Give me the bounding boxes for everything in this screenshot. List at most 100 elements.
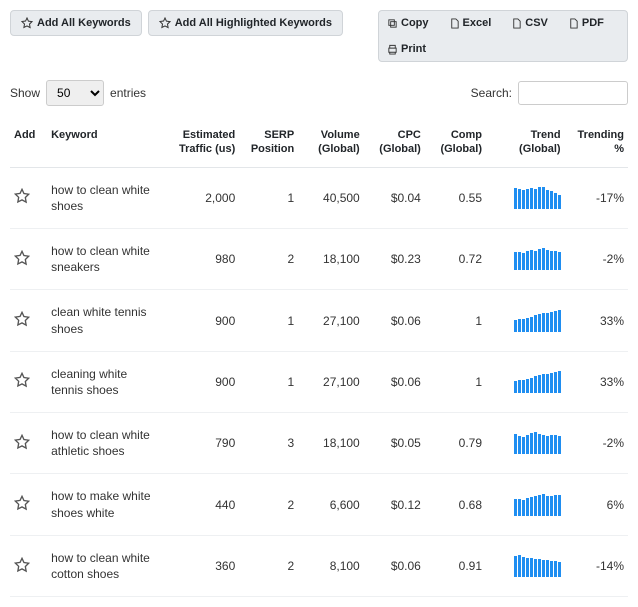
trend-sparkline xyxy=(490,248,561,270)
add-keyword-star[interactable] xyxy=(14,495,30,511)
keyword-cell: cleaning white tennis shoes xyxy=(47,351,165,412)
excel-label: Excel xyxy=(463,17,492,29)
serp-cell: 2 xyxy=(239,474,298,535)
serp-cell: 3 xyxy=(239,413,298,474)
trend-cell xyxy=(486,167,565,228)
trend-cell xyxy=(486,228,565,289)
comp-cell: 0.91 xyxy=(425,535,486,596)
table-body: how to clean white shoes2,000140,500$0.0… xyxy=(10,167,628,597)
pdf-label: PDF xyxy=(582,17,604,29)
add-keyword-star[interactable] xyxy=(14,188,30,204)
cpc-cell: $0.12 xyxy=(364,474,425,535)
cpc-cell: $0.05 xyxy=(364,413,425,474)
csv-label: CSV xyxy=(525,17,548,29)
comp-cell: 0.79 xyxy=(425,413,486,474)
file-icon xyxy=(449,18,460,29)
cpc-cell: $0.06 xyxy=(364,290,425,351)
col-comp[interactable]: Comp(Global) xyxy=(425,118,486,167)
keyword-cell: clean white tennis shoes xyxy=(47,290,165,351)
keyword-action-group: Add All Keywords Add All Highlighted Key… xyxy=(10,10,343,36)
traffic-cell: 360 xyxy=(165,535,239,596)
table-row: clean white tennis shoes900127,100$0.061… xyxy=(10,290,628,351)
col-serp[interactable]: SERPPosition xyxy=(239,118,298,167)
keyword-cell: how to clean white cotton shoes xyxy=(47,535,165,596)
file-icon xyxy=(568,18,579,29)
trend-cell xyxy=(486,351,565,412)
serp-cell: 2 xyxy=(239,228,298,289)
trend-sparkline xyxy=(490,494,561,516)
pdf-button[interactable]: PDF xyxy=(568,17,604,29)
volume-cell: 27,100 xyxy=(298,351,364,412)
trending-cell: 33% xyxy=(565,290,628,351)
cpc-cell: $0.04 xyxy=(364,167,425,228)
col-volume[interactable]: Volume(Global) xyxy=(298,118,364,167)
entries-label: entries xyxy=(110,86,146,100)
table-row: cleaning white tennis shoes900127,100$0.… xyxy=(10,351,628,412)
col-keyword[interactable]: Keyword xyxy=(47,118,165,167)
star-icon xyxy=(159,17,171,29)
add-keyword-star[interactable] xyxy=(14,372,30,388)
table-row: how to make white shoes white44026,600$0… xyxy=(10,474,628,535)
trend-cell xyxy=(486,413,565,474)
search-input[interactable] xyxy=(518,81,628,105)
traffic-cell: 790 xyxy=(165,413,239,474)
copy-icon xyxy=(387,18,398,29)
add-cell xyxy=(10,351,47,412)
add-keyword-star[interactable] xyxy=(14,557,30,573)
trend-cell xyxy=(486,535,565,596)
traffic-cell: 440 xyxy=(165,474,239,535)
serp-cell: 1 xyxy=(239,290,298,351)
page-size-control: Show 50 entries xyxy=(10,80,146,106)
export-group: Copy Excel CSV PDF Print xyxy=(378,10,628,62)
copy-label: Copy xyxy=(401,17,429,29)
table-row: how to clean white shoes2,000140,500$0.0… xyxy=(10,167,628,228)
top-toolbar: Add All Keywords Add All Highlighted Key… xyxy=(10,10,628,62)
cpc-cell: $0.23 xyxy=(364,228,425,289)
copy-button[interactable]: Copy xyxy=(387,17,429,29)
add-cell xyxy=(10,290,47,351)
excel-button[interactable]: Excel xyxy=(449,17,492,29)
keyword-cell: how to clean white athletic shoes xyxy=(47,413,165,474)
comp-cell: 0.55 xyxy=(425,167,486,228)
trend-sparkline xyxy=(490,187,561,209)
add-keyword-star[interactable] xyxy=(14,250,30,266)
add-all-keywords-label: Add All Keywords xyxy=(37,17,131,29)
col-cpc[interactable]: CPC(Global) xyxy=(364,118,425,167)
trending-cell: -2% xyxy=(565,413,628,474)
add-keyword-star[interactable] xyxy=(14,311,30,327)
add-cell xyxy=(10,167,47,228)
trend-sparkline xyxy=(490,371,561,393)
page-size-select[interactable]: 50 xyxy=(46,80,104,106)
volume-cell: 6,600 xyxy=(298,474,364,535)
col-traffic[interactable]: EstimatedTraffic (us) xyxy=(165,118,239,167)
add-all-highlighted-label: Add All Highlighted Keywords xyxy=(175,17,332,29)
keyword-cell: how to clean white shoes xyxy=(47,167,165,228)
comp-cell: 1 xyxy=(425,290,486,351)
add-cell xyxy=(10,535,47,596)
add-all-keywords-button[interactable]: Add All Keywords xyxy=(10,10,142,36)
trending-cell: 6% xyxy=(565,474,628,535)
col-trending[interactable]: Trending% xyxy=(565,118,628,167)
csv-button[interactable]: CSV xyxy=(511,17,548,29)
add-keyword-star[interactable] xyxy=(14,434,30,450)
table-row: how to clean white cotton shoes36028,100… xyxy=(10,535,628,596)
keywords-table: Add Keyword EstimatedTraffic (us) SERPPo… xyxy=(10,118,628,597)
table-header: Add Keyword EstimatedTraffic (us) SERPPo… xyxy=(10,118,628,167)
comp-cell: 1 xyxy=(425,351,486,412)
cpc-cell: $0.06 xyxy=(364,351,425,412)
add-cell xyxy=(10,413,47,474)
comp-cell: 0.72 xyxy=(425,228,486,289)
trend-sparkline xyxy=(490,432,561,454)
traffic-cell: 2,000 xyxy=(165,167,239,228)
add-all-highlighted-button[interactable]: Add All Highlighted Keywords xyxy=(148,10,343,36)
cpc-cell: $0.06 xyxy=(364,535,425,596)
keyword-cell: how to make white shoes white xyxy=(47,474,165,535)
volume-cell: 27,100 xyxy=(298,290,364,351)
print-button[interactable]: Print xyxy=(387,43,426,55)
trending-cell: 33% xyxy=(565,351,628,412)
trend-sparkline xyxy=(490,310,561,332)
col-trend[interactable]: Trend(Global) xyxy=(486,118,565,167)
col-add[interactable]: Add xyxy=(10,118,47,167)
table-controls: Show 50 entries Search: xyxy=(10,80,628,106)
serp-cell: 1 xyxy=(239,351,298,412)
